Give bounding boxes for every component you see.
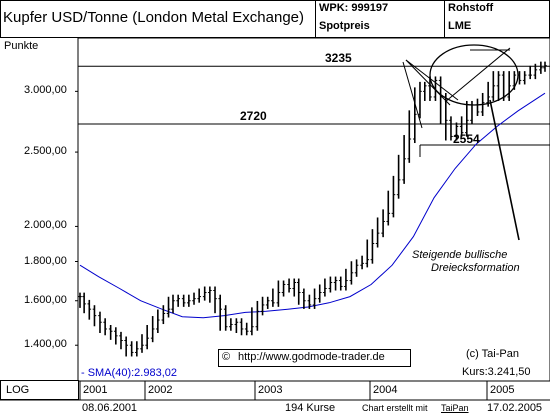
plot-frame — [77, 37, 550, 382]
exchange-label: LME — [448, 20, 472, 32]
y-tick-label: 3.000,00 — [24, 84, 67, 97]
quote-count: 194 Kurse — [285, 402, 336, 414]
end-date: 17.02.2005 — [487, 402, 543, 414]
title-box — [0, 0, 316, 38]
x-tick-label: 2005 — [490, 384, 515, 396]
pattern-line — [402, 61, 423, 129]
sma-legend: - SMA(40):2.983,02 — [81, 367, 177, 379]
chart-title: Kupfer USD/Tonne (London Metal Exchange) — [3, 9, 305, 26]
credit-prefix: Chart erstellt mit — [362, 403, 428, 413]
y-tick-label: 2.000,00 — [24, 219, 67, 232]
y-tick-label: 1.600,00 — [24, 293, 67, 306]
x-tick-label: 2002 — [148, 384, 173, 396]
url-box[interactable] — [218, 349, 411, 367]
pattern-line — [405, 59, 459, 101]
category-label: Rohstoff — [448, 2, 494, 14]
wpk-label: WPK: 999197 — [319, 2, 389, 14]
level-label-3235: 3235 — [325, 51, 352, 66]
x-tick-label: 2004 — [373, 384, 398, 396]
pattern-text-line1: Steigende bullische — [412, 249, 508, 261]
start-date: 08.06.2001 — [82, 402, 138, 414]
credit-brand-link[interactable]: TaiPan — [441, 403, 469, 413]
scale-box — [0, 380, 79, 400]
triangle-lower-line — [444, 47, 511, 103]
x-tick-label: 2001 — [83, 384, 108, 396]
last-price-label: Kurs:3.241,50 — [462, 366, 531, 378]
scale-label: LOG — [6, 384, 30, 396]
pointer-line — [489, 99, 520, 241]
x-tick-label: 2003 — [258, 384, 283, 396]
pattern-text-line2: Dreiecksformation — [431, 262, 520, 274]
y-axis-caption: Punkte — [4, 40, 39, 52]
y-tick-label: 1.800,00 — [24, 254, 67, 267]
pattern-line — [405, 59, 451, 106]
copyright-symbol-icon: © — [222, 351, 231, 363]
sma-line — [79, 92, 546, 319]
url-link[interactable]: http://www.godmode-trader.de — [238, 351, 385, 363]
copyright-label: (c) Tai-Pan — [466, 348, 519, 360]
pattern-ellipse — [429, 44, 519, 106]
y-tick-label: 1.400,00 — [24, 338, 67, 351]
price-type-label: Spotpreis — [319, 20, 370, 32]
y-tick-label: 2.500,00 — [24, 145, 67, 158]
level-label-2720: 2720 — [240, 108, 267, 123]
level-label-2554: 2554 — [453, 131, 480, 146]
